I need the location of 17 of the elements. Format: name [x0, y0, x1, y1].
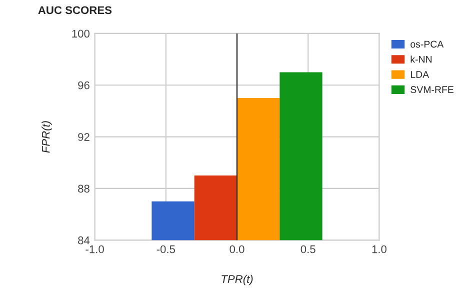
x-tick-label: 0.0	[230, 245, 244, 254]
x-axis-title: TPR(t)	[222, 274, 253, 286]
x-tick-label: -1.0	[86, 245, 104, 254]
y-tick-label: 92	[78, 133, 90, 141]
y-tick-label: 84	[78, 236, 90, 244]
x-tick-label: -0.5	[156, 245, 176, 254]
legend-label: LDA	[410, 71, 430, 78]
y-tick-label: 96	[78, 81, 90, 90]
y-tick-label: 88	[78, 184, 90, 193]
chart-title: AUC SCORES	[38, 6, 112, 14]
x-tick-label: 0.5	[300, 245, 316, 254]
y-tick-label: 100	[72, 30, 90, 38]
y-axis-title: FPR(t)	[42, 121, 52, 153]
legend-label: os-PCA	[410, 40, 444, 48]
legend-label: SVM-RFE	[410, 86, 454, 94]
legend-label: k-NN	[410, 56, 432, 63]
x-tick-label: 1.0	[372, 245, 386, 254]
